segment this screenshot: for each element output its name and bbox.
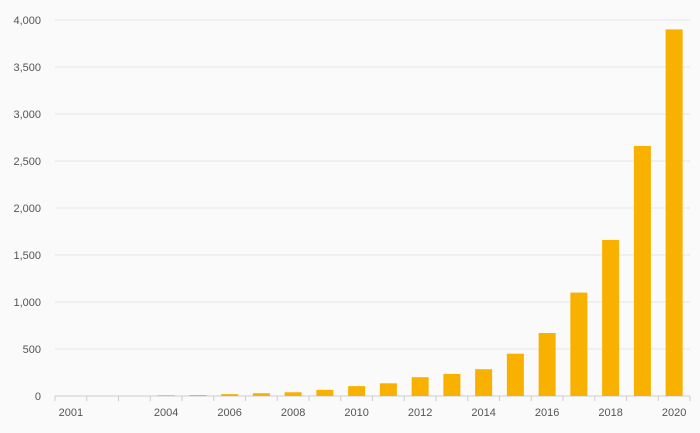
y-tick-label: 0	[35, 391, 41, 403]
bar	[570, 292, 588, 396]
bar	[506, 353, 524, 396]
bar	[348, 386, 366, 396]
x-tick-label: 2020	[662, 407, 686, 419]
bar	[475, 369, 493, 396]
x-tick-label: 2010	[344, 407, 368, 419]
x-tick-label: 2014	[471, 407, 495, 419]
bar	[633, 145, 651, 396]
x-axis: 2001 2004 2006 2008 2010 2012 2014 2016 2018 2020	[54, 396, 691, 419]
bar	[221, 394, 239, 396]
bar	[665, 29, 683, 397]
bar	[316, 389, 334, 396]
y-tick-label: 1,000	[13, 297, 41, 309]
y-axis: 0 500 1,000 1,500 2,000 2,500 3,000 3,500 4,000	[13, 15, 41, 403]
x-tick-label: 2006	[217, 407, 241, 419]
y-tick-label: 1,500	[13, 250, 41, 262]
y-tick-label: 2,500	[13, 156, 41, 168]
bar	[379, 383, 397, 396]
bar	[602, 239, 620, 396]
y-tick-label: 2,000	[13, 203, 41, 215]
bar	[411, 377, 429, 396]
gridlines	[55, 19, 690, 397]
bar	[189, 395, 207, 396]
bar	[538, 333, 556, 396]
y-tick-label: 3,000	[13, 109, 41, 121]
x-tick-label: 2016	[535, 407, 559, 419]
x-tick-label: 2008	[281, 407, 305, 419]
bar	[284, 392, 302, 396]
bars	[157, 29, 683, 397]
y-tick-label: 3,500	[13, 62, 41, 74]
x-tick-label: 2012	[408, 407, 432, 419]
bar	[443, 373, 461, 396]
y-tick-label: 4,000	[13, 15, 41, 27]
x-tick-label: 2018	[598, 407, 622, 419]
bar	[252, 393, 270, 396]
bar	[157, 395, 175, 396]
x-tick-label: 2001	[59, 407, 83, 419]
x-tick-label: 2004	[154, 407, 178, 419]
y-tick-label: 500	[23, 344, 41, 356]
